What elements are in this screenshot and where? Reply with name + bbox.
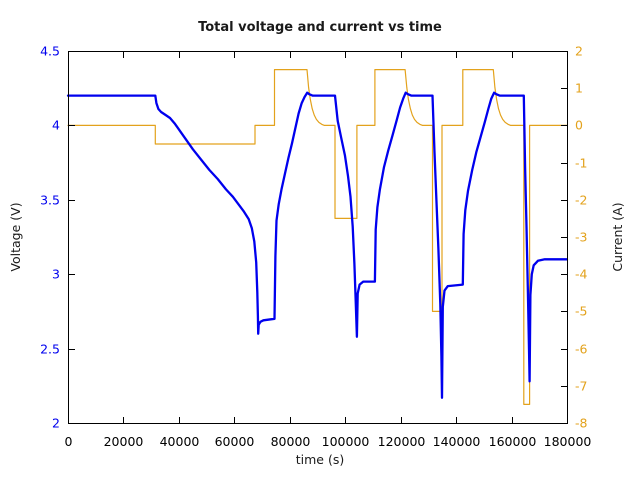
- y-right-tick-label: -3: [575, 230, 587, 245]
- y-left-tick-label: 2: [52, 416, 60, 431]
- y-right-tick-label: -2: [575, 193, 587, 208]
- y-right-tick-label: 1: [575, 81, 583, 96]
- y-right-tick-label: 0: [575, 118, 583, 133]
- x-tick-label: 140000: [433, 434, 481, 449]
- x-tick-label: 0: [65, 434, 73, 449]
- y-left-tick-label: 3: [52, 267, 60, 282]
- voltage-line: [66, 91, 569, 399]
- y-right-tick-label: -6: [575, 342, 588, 357]
- x-tick-label: 120000: [378, 434, 426, 449]
- y-right-tick-label: -5: [575, 304, 587, 319]
- y-right-tick-label: 2: [575, 44, 583, 59]
- y-right-tick-label: -7: [575, 379, 587, 394]
- x-tick-label: 40000: [160, 434, 200, 449]
- x-tick-label: 160000: [489, 434, 537, 449]
- y-right-tick-label: -4: [575, 267, 588, 282]
- y-right-tick-label: -8: [575, 416, 588, 431]
- y-right-tick-label: -1: [575, 156, 587, 171]
- x-tick-label: 60000: [215, 434, 255, 449]
- current-line: [67, 68, 568, 405]
- chart-title: Total voltage and current vs time: [198, 20, 442, 35]
- y-axis-label-voltage: Voltage (V): [8, 202, 23, 272]
- x-tick-label: 100000: [322, 434, 370, 449]
- y-left-tick-label: 2.5: [40, 342, 60, 357]
- y-left-tick-label: 4: [52, 118, 60, 133]
- y-left-tick-label: 4.5: [40, 44, 60, 59]
- plot-frame: [68, 51, 568, 424]
- x-axis-label-time: time (s): [295, 452, 345, 467]
- x-tick-label: 20000: [104, 434, 144, 449]
- x-tick-label: 180000: [544, 434, 592, 449]
- y-axis-label-current: Current (A): [610, 202, 625, 272]
- y-left-tick-label: 3.5: [40, 193, 60, 208]
- x-tick-label: 80000: [271, 434, 311, 449]
